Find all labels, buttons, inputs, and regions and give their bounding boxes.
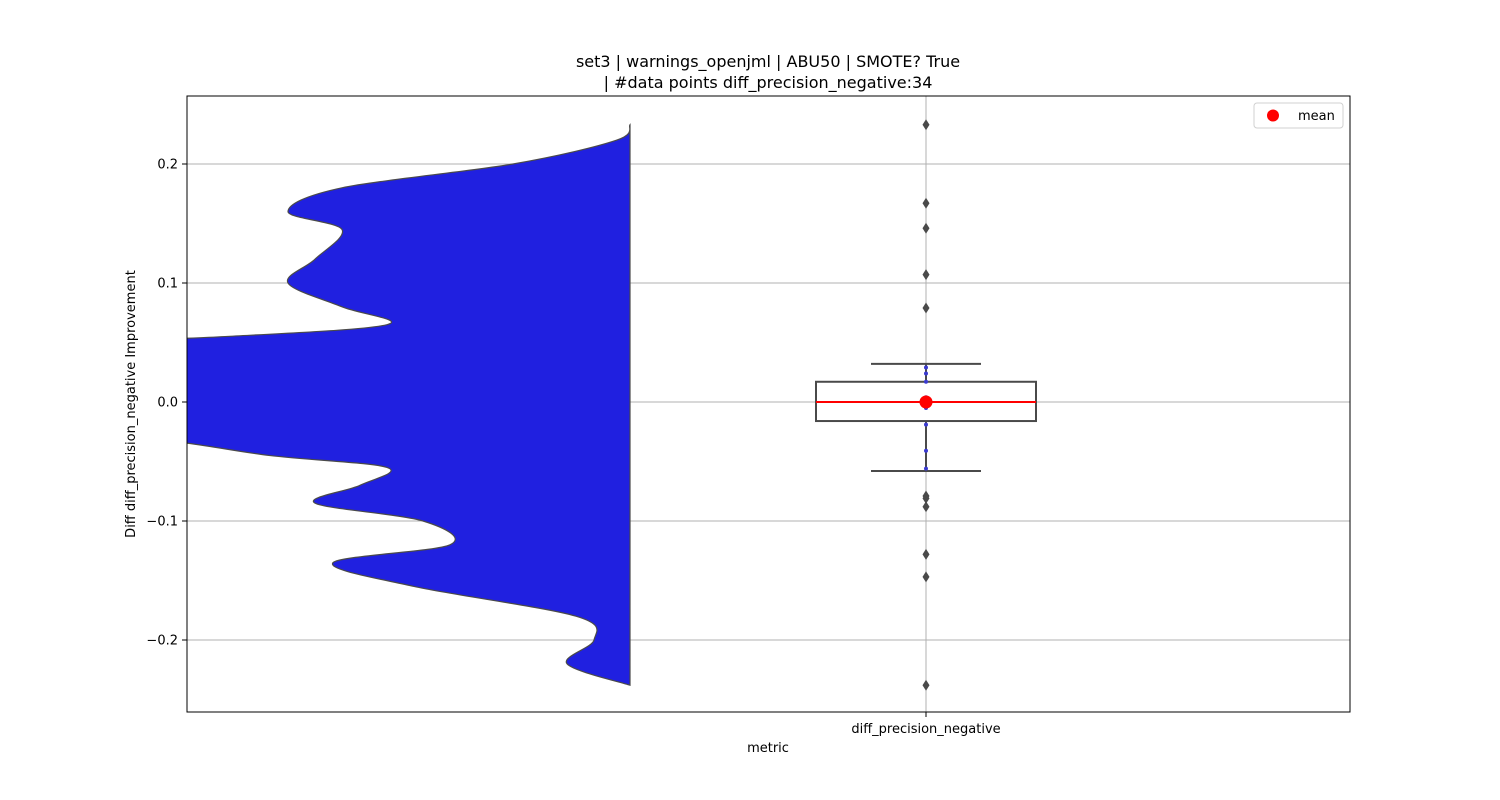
legend-box [1253, 102, 1344, 129]
inlier-point [924, 371, 928, 376]
inlier-point [924, 448, 928, 453]
outlier-point [922, 119, 930, 131]
inlier-point [924, 422, 928, 427]
y-tick-label: 0.1 [157, 277, 178, 292]
y-axis: −0.2 −0.1 0.0 0.1 0.2 [146, 158, 187, 649]
x-axis: diff_precision_negative [851, 712, 1001, 737]
x-tick-label: diff_precision_negative [851, 722, 1000, 737]
chart-title-line2: | #data points diff_precision_negative:3… [604, 73, 933, 93]
plot-frame [186, 95, 1351, 713]
legend: mean [1253, 102, 1344, 129]
outlier-point [922, 571, 930, 583]
inlier-point [924, 379, 928, 384]
outlier-point [922, 302, 930, 314]
outlier-point [922, 269, 930, 281]
legend-mean-marker [1267, 109, 1279, 122]
mean-marker [919, 395, 933, 409]
x-axis-label: metric [747, 741, 789, 756]
outlier-point [922, 222, 930, 234]
chart-title-line1: set3 | warnings_openjml | ABU50 | SMOTE?… [576, 52, 960, 72]
inlier-point [924, 365, 928, 370]
outlier-point [922, 679, 930, 691]
y-tick-label: 0.2 [157, 158, 178, 173]
y-tick-label: 0.0 [157, 396, 178, 411]
violin [187, 123, 631, 687]
outlier-point [922, 492, 930, 504]
y-tick-label: −0.1 [146, 515, 178, 530]
y-tick-label: −0.2 [146, 634, 178, 649]
y-axis-label: Diff diff_precision_negative Improvement [124, 270, 139, 538]
legend-mean-label: mean [1298, 109, 1335, 124]
outlier-point [922, 501, 930, 513]
outlier-point [922, 548, 930, 560]
data-points [919, 119, 933, 691]
violin-body [187, 123, 631, 687]
outlier-point [922, 197, 930, 209]
inlier-point [924, 466, 928, 471]
